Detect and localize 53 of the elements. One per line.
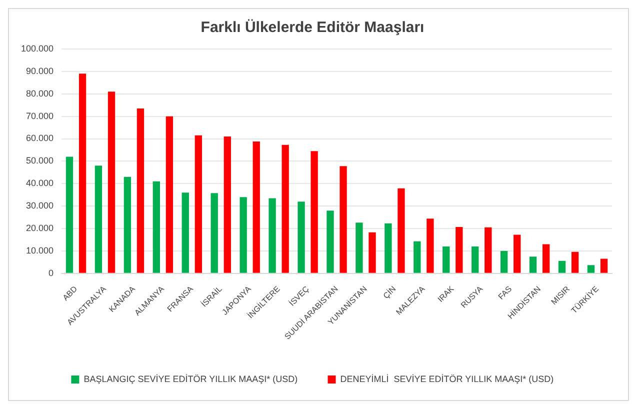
y-tick-label: 40.000 <box>26 178 54 188</box>
bar <box>398 188 405 273</box>
y-tick-label: 50.000 <box>26 156 54 166</box>
y-tick-label: 0 <box>48 268 54 278</box>
y-tick-label: 90.000 <box>26 66 54 76</box>
y-tick-label: 60.000 <box>26 133 54 144</box>
bar <box>78 74 86 273</box>
bar <box>529 256 537 273</box>
bar <box>500 250 508 273</box>
bar <box>600 258 608 273</box>
bar <box>210 193 218 273</box>
bar <box>340 166 347 273</box>
bar <box>282 144 289 273</box>
bar <box>182 192 189 273</box>
bar <box>356 222 363 273</box>
y-tick-label: 20.000 <box>26 223 54 233</box>
bar <box>442 246 450 273</box>
bar <box>456 226 463 273</box>
y-tick-label: 80.000 <box>26 88 54 98</box>
bar <box>66 156 74 273</box>
bar <box>194 135 202 273</box>
bar <box>136 108 144 273</box>
legend-label: BAŞLANGIÇ SEVİYE EDİTÖR YILLIK MAAŞI* (USD) <box>84 374 298 384</box>
y-tick-label: 100.000 <box>20 43 54 54</box>
bar <box>472 246 479 273</box>
bar <box>310 151 318 273</box>
bar <box>240 197 247 273</box>
bar <box>252 141 260 273</box>
bar <box>224 136 231 273</box>
bar <box>124 176 132 273</box>
y-tick-label: 70.000 <box>26 110 54 121</box>
bar <box>542 244 550 273</box>
bar <box>571 252 579 273</box>
bar <box>368 232 376 273</box>
bar <box>514 234 521 273</box>
bar <box>558 260 566 273</box>
y-tick-label: 10.000 <box>26 245 54 256</box>
bar <box>166 116 174 273</box>
bar <box>587 265 595 273</box>
bar <box>152 181 160 273</box>
bar <box>426 218 434 273</box>
bar <box>298 202 305 273</box>
bar <box>108 92 116 273</box>
bar <box>414 241 421 273</box>
bar <box>94 166 102 273</box>
legend-label: DENEYİMLİ SEVİYE EDİTÖR YILLIK MAAŞI* (USD) <box>340 374 554 384</box>
bar <box>384 223 392 273</box>
bar <box>268 198 276 273</box>
y-tick-label: 30.000 <box>26 200 54 211</box>
x-tick-label: ÇİN <box>382 284 398 301</box>
bar <box>484 227 492 273</box>
bar <box>326 210 334 273</box>
chart-title: Farklı Ülkelerde Editör Maaşları <box>200 19 424 36</box>
